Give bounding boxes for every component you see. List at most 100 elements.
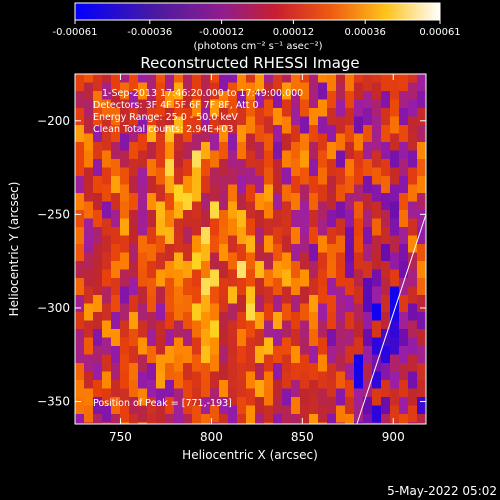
heatmap-cell <box>255 346 265 364</box>
heatmap-cell <box>282 150 292 168</box>
heatmap-cell <box>201 125 211 143</box>
heatmap-cell <box>345 261 355 279</box>
heatmap-cell <box>93 142 103 160</box>
heatmap-cell <box>192 133 202 151</box>
heatmap-cell <box>264 74 274 83</box>
heatmap-cell <box>147 193 157 211</box>
heatmap-cell <box>417 431 427 449</box>
heatmap-cell <box>282 74 292 83</box>
heatmap-cell <box>237 142 247 160</box>
colorbar-ticks: -0.00061 -0.00036 -0.00012 0.00012 0.00036 0.… <box>53 20 461 38</box>
heatmap-cell <box>417 363 426 381</box>
heatmap-cell <box>345 91 355 109</box>
heatmap-cell <box>192 99 202 117</box>
heatmap-cell <box>246 150 256 168</box>
heatmap-cell <box>390 218 400 236</box>
heatmap-cell <box>192 150 202 168</box>
plot-frame <box>74 73 427 425</box>
heatmap-cell <box>408 269 418 287</box>
heatmap-cell <box>120 150 130 168</box>
heatmap-cell <box>165 159 175 177</box>
heatmap-cell <box>228 116 238 134</box>
heatmap-cell <box>228 405 238 423</box>
heatmap-cell <box>345 312 355 330</box>
heatmap-cell <box>156 150 166 168</box>
heatmap-cell <box>210 286 220 304</box>
heatmap-cell <box>282 354 292 372</box>
heatmap-cell <box>372 388 382 406</box>
heatmap-cell <box>102 150 112 168</box>
heatmap-cell <box>417 227 426 245</box>
heatmap-cell <box>237 176 247 194</box>
heatmap-cell <box>237 380 247 398</box>
heatmap-cell <box>93 91 103 109</box>
heatmap-cell <box>183 244 193 262</box>
heatmap-cell <box>201 142 211 160</box>
heatmap-cell <box>417 312 426 330</box>
heatmap-cell <box>165 329 175 347</box>
heatmap-cell <box>102 320 112 338</box>
heatmap-cell <box>318 405 328 423</box>
heatmap-cell <box>147 227 157 245</box>
heatmap-cell <box>84 184 94 202</box>
heatmap-cell <box>102 354 112 372</box>
heatmap-cell <box>219 414 229 424</box>
heatmap-cell <box>399 346 409 364</box>
heatmap-cell <box>138 167 148 185</box>
heatmap-cell <box>75 74 85 92</box>
heatmap-cell <box>390 337 400 355</box>
heatmap-cell <box>183 431 193 449</box>
heatmap-cell <box>417 414 426 424</box>
heatmap-cell <box>228 218 238 236</box>
heatmap-cell <box>336 184 346 202</box>
heatmap-cell <box>165 278 175 296</box>
heatmap-cell <box>237 363 247 381</box>
heatmap-cell <box>210 354 220 372</box>
heatmap-cell <box>201 108 211 126</box>
heatmap-cell <box>363 329 373 347</box>
heatmap-cell <box>399 414 409 424</box>
heatmap-cell <box>336 337 346 355</box>
heatmap-cell <box>156 286 166 304</box>
heatmap-cell <box>156 201 166 219</box>
heatmap-cell <box>363 193 373 211</box>
heatmap-cell <box>291 346 301 364</box>
heatmap-cell <box>255 380 265 398</box>
heatmap-cell <box>147 142 157 160</box>
footer-date: 5-May-2022 05:02 <box>387 484 497 498</box>
heatmap-cell <box>138 184 148 202</box>
heatmap-cell <box>372 167 382 185</box>
heatmap-cell <box>264 218 274 236</box>
heatmap-cell <box>372 99 382 117</box>
heatmap-cell <box>345 210 355 228</box>
heatmap-cell <box>273 244 283 262</box>
heatmap-cell <box>354 184 364 202</box>
heatmap-cell <box>75 244 85 262</box>
heatmap-cell <box>138 133 148 151</box>
heatmap-cell <box>264 167 274 185</box>
heatmap-cell <box>417 346 426 364</box>
heatmap-cell <box>372 303 382 321</box>
heatmap-cell <box>84 116 94 134</box>
heatmap-cell <box>417 210 426 228</box>
heatmap-cell <box>84 371 94 389</box>
heatmap-cell <box>246 286 256 304</box>
heatmap-cell <box>273 278 283 296</box>
heatmap-cell <box>120 167 130 185</box>
heatmap-cell <box>372 286 382 304</box>
heatmap-cell <box>138 269 148 287</box>
heatmap-cell <box>147 346 157 364</box>
heatmap-cell <box>147 74 157 92</box>
heatmap-cell <box>372 405 382 423</box>
heatmap-cell <box>102 218 112 236</box>
heatmap-cell <box>138 405 148 423</box>
heatmap-cell <box>354 286 364 304</box>
heatmap-cell <box>183 159 193 177</box>
heatmap-cell <box>120 405 130 423</box>
heatmap-cell <box>84 133 94 151</box>
heatmap-cell <box>93 295 103 313</box>
heatmap-cell <box>399 363 409 381</box>
heatmap-cell <box>300 167 310 185</box>
heatmap-cell <box>192 235 202 253</box>
heatmap-cell <box>417 244 426 262</box>
